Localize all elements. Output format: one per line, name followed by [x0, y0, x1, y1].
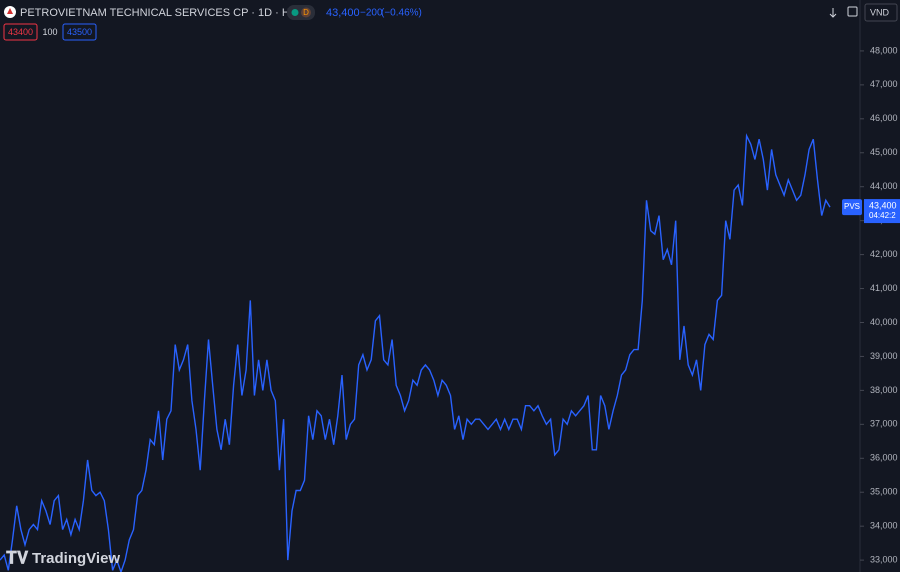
- badge-bg: [301, 7, 311, 18]
- price-line: [0, 133, 831, 572]
- currency[interactable]: VND: [870, 7, 890, 17]
- y-tick-label: 46,000: [870, 113, 898, 123]
- y-tick-label: 39,000: [870, 351, 898, 361]
- quantity[interactable]: 100: [42, 27, 57, 37]
- y-tick-label: 35,000: [870, 487, 898, 497]
- countdown: 04:42:2: [869, 211, 896, 220]
- y-tick-label: 40,000: [870, 317, 898, 327]
- market-dot: [291, 9, 299, 16]
- symbol-title[interactable]: PETROVIETNAM TECHNICAL SERVICES CP · 1D …: [20, 7, 306, 19]
- y-tick-label: 34,000: [870, 521, 898, 531]
- symbol-name: PVS: [844, 202, 860, 211]
- watermark-logo: 𝐓𝐕: [6, 548, 29, 567]
- symbol-tag: [842, 199, 862, 216]
- currency-box[interactable]: [864, 3, 898, 22]
- sell-button[interactable]: [3, 23, 38, 41]
- watermark: TradingView: [32, 550, 120, 567]
- y-tick-label: 37,000: [870, 419, 898, 429]
- buy-price[interactable]: 43500: [67, 27, 92, 37]
- y-tick-label: 33,000: [870, 554, 898, 564]
- sell-price[interactable]: 43400: [8, 27, 33, 37]
- y-tick-label: 47,000: [870, 79, 898, 89]
- last-price-label: 43,400: [869, 200, 897, 210]
- scroll-button[interactable]: [829, 8, 837, 18]
- badge: D: [303, 8, 309, 17]
- y-tick-label: 45,000: [870, 147, 898, 157]
- y-tick-label: 42,000: [870, 249, 898, 259]
- last-price: 43,400: [326, 7, 360, 19]
- y-tick-label: 44,000: [870, 181, 898, 191]
- price-tag: [864, 199, 900, 224]
- y-tick-label: 48,000: [870, 45, 898, 55]
- fullscreen-button[interactable]: [847, 6, 858, 17]
- change: −200: [360, 8, 383, 19]
- y-tick-label: 36,000: [870, 453, 898, 463]
- change-pct: (−0.46%): [381, 8, 422, 19]
- y-tick-label: 41,000: [870, 283, 898, 293]
- logo-mark: [7, 8, 13, 14]
- buy-button[interactable]: [62, 23, 97, 41]
- y-tick-label: 38,000: [870, 385, 898, 395]
